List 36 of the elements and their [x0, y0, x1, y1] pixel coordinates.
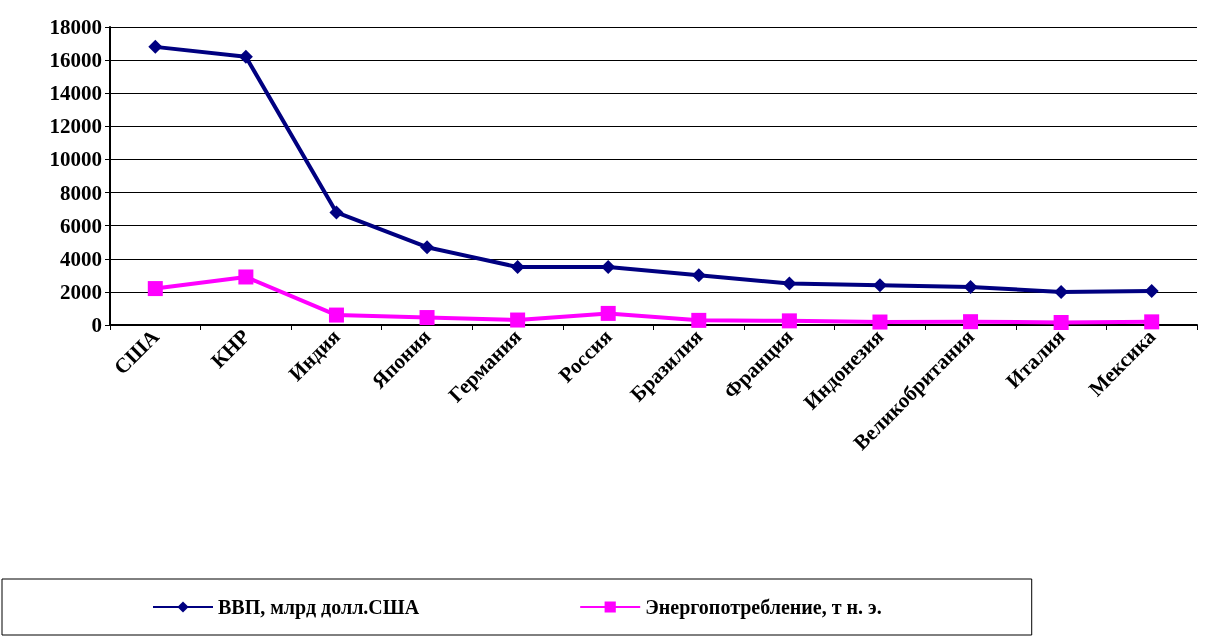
point: [238, 269, 254, 285]
point: [782, 276, 797, 291]
point: [510, 312, 526, 328]
point: [1144, 284, 1159, 299]
point: [148, 39, 163, 54]
y-tick-label: 2000: [60, 279, 102, 304]
y-tick-label: 6000: [60, 213, 102, 238]
point: [691, 268, 706, 283]
point: [329, 205, 344, 220]
point: [147, 281, 163, 297]
point: [238, 49, 253, 64]
point: [328, 307, 344, 323]
point: [1054, 284, 1069, 299]
point: [1144, 314, 1160, 330]
y-tick-label: 12000: [49, 114, 102, 139]
y-tick-label: 18000: [49, 15, 102, 39]
y-tick-label: 8000: [60, 180, 102, 205]
point: [691, 312, 707, 328]
point: [963, 314, 979, 330]
y-tick-label: 16000: [49, 48, 102, 73]
y-tick-label: 0: [91, 313, 102, 337]
point: [601, 260, 616, 275]
y-tick-label: 10000: [49, 147, 102, 172]
point: [781, 313, 797, 329]
y-tick-label: 14000: [49, 81, 102, 106]
point: [872, 278, 887, 293]
point: [963, 279, 978, 294]
point: [510, 260, 525, 275]
point: [872, 314, 888, 330]
point: [420, 240, 435, 255]
point: [600, 305, 616, 321]
point: [1053, 315, 1069, 331]
point: [419, 310, 435, 326]
y-tick-label: 4000: [60, 246, 102, 271]
legend-label: Энергопотребление, т н. э.: [645, 596, 882, 619]
legend-label: ВВП, млрд долл.США: [218, 596, 420, 619]
